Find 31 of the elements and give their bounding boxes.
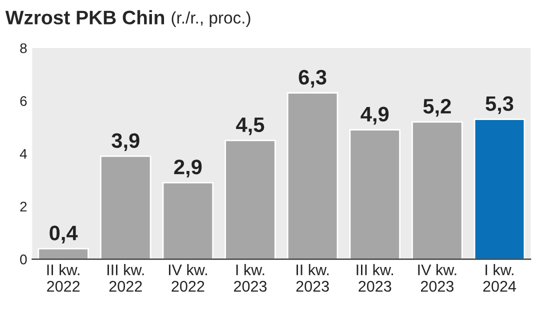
y-tick-label: 6	[20, 96, 27, 106]
y-tick-label: 0	[20, 254, 27, 264]
x-tick-label: IV kw. 2022	[168, 264, 207, 292]
data-label: 6,3	[298, 70, 326, 88]
chart-subtitle: (r./r., proc.)	[172, 11, 250, 27]
data-label: 5,3	[486, 96, 514, 114]
x-tick-label: IV kw. 2023	[418, 264, 456, 292]
bar	[412, 121, 463, 260]
data-label: 2,9	[174, 160, 202, 178]
x-tick-label: I kw. 2024	[483, 264, 516, 292]
y-tick-label: 4	[20, 149, 27, 159]
x-tick-label: II kw. 2023	[296, 264, 329, 292]
data-label: 5,2	[423, 98, 451, 117]
bar	[224, 140, 276, 260]
data-label: 4,9	[360, 106, 389, 125]
data-label: 4,5	[236, 118, 264, 136]
x-tick-label: III kw. 2023	[356, 264, 393, 292]
chart-title: Wzrost PKB Chin	[5, 10, 164, 24]
y-tick-label: 2	[20, 202, 27, 212]
bar	[38, 248, 89, 260]
x-tick-label: III kw. 2022	[108, 264, 144, 292]
data-label: 0,4	[50, 226, 78, 244]
x-tick-label: I kw. 2023	[234, 264, 267, 292]
y-tick-label: 8	[20, 43, 27, 54]
bar	[100, 156, 152, 260]
bar	[286, 92, 338, 260]
bar	[474, 118, 526, 260]
bar	[162, 182, 214, 260]
data-label: 3,9	[112, 133, 140, 151]
bar	[349, 129, 400, 260]
x-tick-label: II kw. 2022	[47, 264, 80, 292]
